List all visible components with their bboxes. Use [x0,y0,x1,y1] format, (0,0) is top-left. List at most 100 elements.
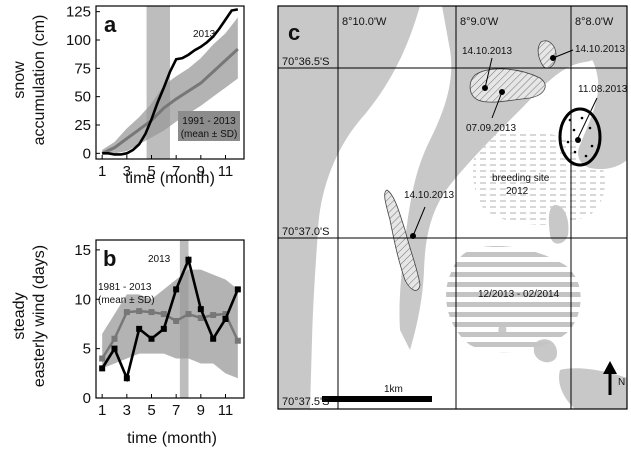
x-tick-label: 7 [172,402,180,419]
x-tick-label: 5 [147,402,155,419]
panel-a-mean-legend-box [178,111,240,141]
map-date-label-5: 14.10.2013 [404,190,454,201]
panel-c-frame [277,5,628,410]
panel-a-year-annotation: 2013 [193,29,216,40]
panel-b-year-annotation: 2013 [148,254,171,265]
marker-2013-1 [99,365,106,372]
marker-2013-12 [234,286,241,293]
map-scale-label: 1km [384,384,403,395]
mean-marker-5 [148,309,155,316]
panel-b-x-ticks: 1 3 5 7 9 11 [98,394,233,419]
panel-b-mean-legend-line2: (mean ± SD) [98,295,155,306]
panel-b-x-axis-label: time (month) [127,430,217,447]
map-breeding-label-2: 2012 [506,186,529,197]
panel-b-y-axis-label-line1: steady [11,292,28,339]
mean-marker-6 [160,311,167,318]
mean-marker-12 [234,337,241,344]
x-tick-label: 7 [172,163,180,180]
x-tick-label: 5 [147,163,155,180]
mean-marker-3 [123,309,130,316]
mean-marker-2 [111,335,118,342]
marker-2013-8 [185,256,192,263]
panel-b-label: b [103,246,116,271]
y-tick-label: 0 [83,390,91,407]
mean-marker-8 [185,311,192,318]
panel-b-sd-band [102,269,238,379]
panel-b-2013-line [101,255,240,383]
marker-2013-7 [173,286,180,293]
mean-marker-10 [210,312,217,319]
map-lat-label-2: 70°37.0'S [282,226,329,238]
panel-a-frame [95,5,245,160]
panel-a-y-ticks: 0 25 50 75 100 125 [66,4,100,162]
marker-2013-10 [210,335,217,342]
map-callouts [410,49,598,239]
y-tick-label: 125 [66,4,91,21]
x-tick-label: 11 [218,163,234,180]
marker-2013-3 [123,375,130,382]
x-tick-label: 1 [98,163,106,180]
map-colony-1410-north [537,40,557,69]
panel-a-y-axis-label-line2: accumulation (cm) [31,15,48,146]
map-date-label-2: 14.10.2013 [575,44,625,55]
map-lon-label-1: 8°10.0'W [342,16,387,28]
map-grid [278,6,627,409]
map-date-label-3: 07.09.2013 [466,123,516,134]
y-tick-label: 15 [74,242,91,259]
panel-a-mean-line [101,47,239,155]
map-lat-label-3: 70°37.5'S [282,396,329,408]
map-colony-1108-ellipse [558,107,602,167]
panel-a: 1 3 5 7 9 11 0 25 50 75 100 125 a 2013 1991 - 2013… [11,4,245,187]
map-winter-label: 12/2013 - 02/2014 [478,289,560,300]
x-tick-label: 11 [218,402,234,419]
mean-marker-11 [222,311,229,318]
map-date-label-4: 11.08.2013 [578,84,628,95]
panel-a-sd-band [102,17,238,154]
map-colony-0709 [469,68,546,103]
map-breeding-site-2012 [473,131,605,226]
mean-marker-9 [197,315,204,322]
panel-a-x-ticks: 1 3 5 7 9 11 [98,155,233,180]
x-tick-label: 3 [123,163,131,180]
marker-2013-11 [222,316,229,322]
y-tick-label: 5 [83,341,91,358]
y-tick-label: 75 [74,60,91,77]
y-tick-label: 10 [74,291,91,308]
marker-2013-9 [197,306,204,313]
map-lon-label-2: 8°9.0'W [460,16,499,28]
panel-c-map: c 8°10.0'W 8°9.0'W 8°8.0'W 70°36.5'S 70°… [277,5,628,410]
x-tick-label: 3 [123,402,131,419]
panel-b-2013-markers [99,256,241,382]
map-ice-middle [399,6,605,350]
map-colony-1108-dots [566,116,594,158]
map-lat-label-1: 70°36.5'S [282,56,329,68]
marker-2013-6 [160,325,167,332]
y-tick-label: 100 [66,32,91,49]
map-breeding-label-1: breeding site [492,173,550,184]
panel-a-y-axis-label-line1: snow [11,61,28,99]
y-tick-label: 25 [74,117,91,134]
panel-b-mean-legend-line1: 1981 - 2013 [98,282,152,293]
panel-a-mean-legend-line2: (mean ± SD) [181,129,238,140]
map-north-label: N [618,377,625,388]
map-winter-area [446,245,581,353]
x-tick-label: 9 [197,163,205,180]
mean-marker-7 [173,317,180,324]
map-colony-1410-south [384,189,421,291]
x-tick-label: 1 [98,402,106,419]
panel-a-x-axis-label: time (month) [125,170,215,187]
panel-a-label: a [104,12,117,37]
mean-marker-1 [99,355,106,362]
panel-b-y-ticks: 0 5 10 15 [74,242,100,407]
map-date-label-1: 14.10.2013 [462,46,512,57]
panel-b-y-axis-label-line2: easterly wind (days) [31,245,48,387]
panel-c-label: c [288,20,300,45]
marker-2013-4 [136,325,143,332]
y-tick-label: 50 [74,89,91,106]
y-tick-label: 0 [83,145,91,162]
map-scale-bar [322,396,432,402]
marker-2013-5 [148,335,155,342]
